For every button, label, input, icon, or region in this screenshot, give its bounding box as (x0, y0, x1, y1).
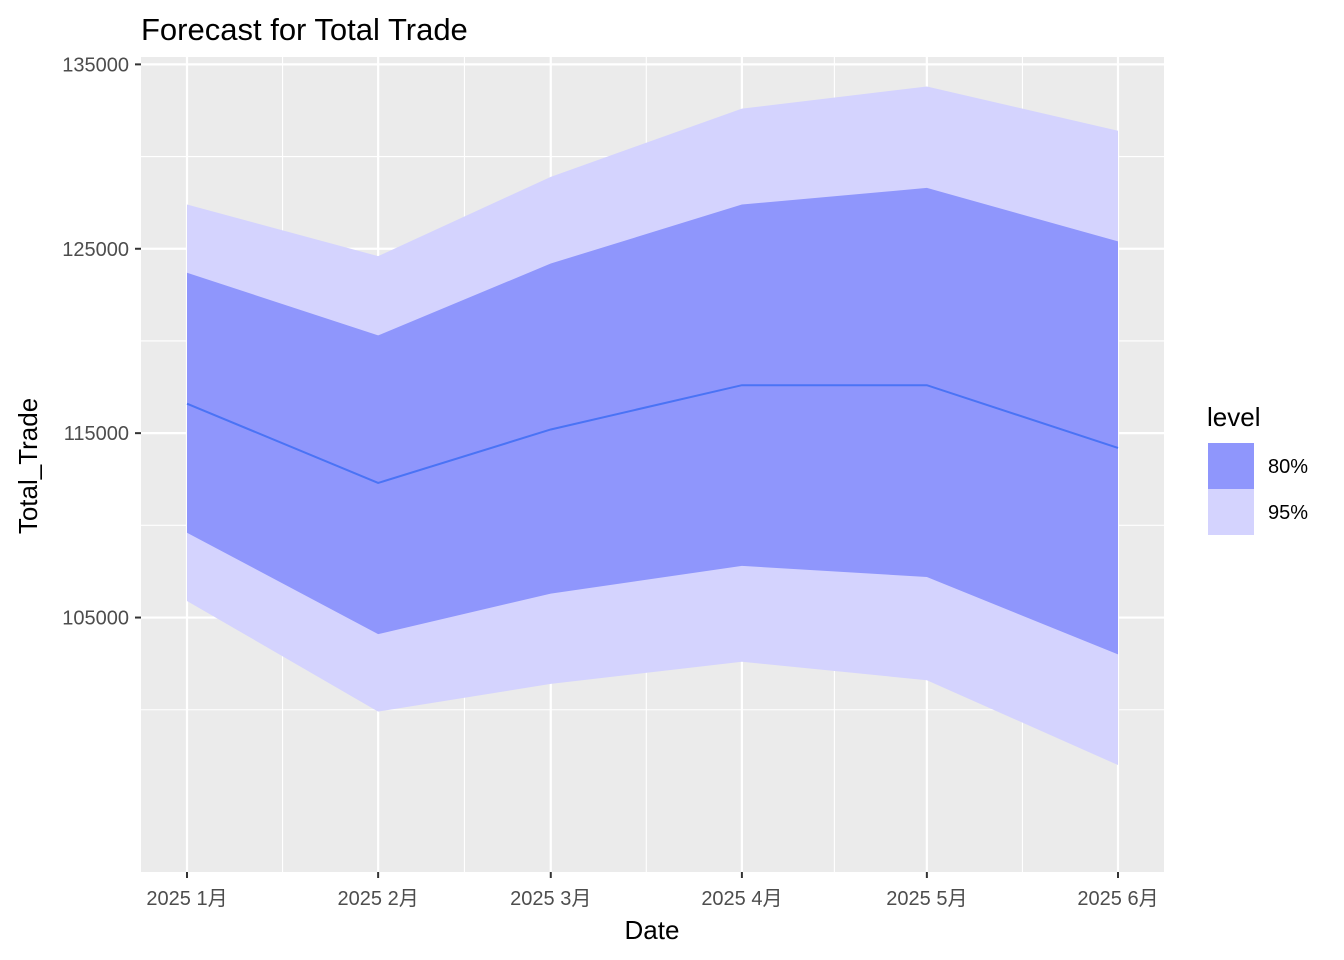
legend-title: level (1207, 402, 1260, 432)
x-tick-label: 2025 3月 (510, 888, 591, 910)
y-tick-label: 115000 (64, 423, 129, 445)
x-tick-label: 2025 6月 (1077, 888, 1158, 910)
x-axis-title: Date (625, 915, 680, 945)
legend-label-95: 95% (1268, 502, 1308, 524)
chart-title: Forecast for Total Trade (141, 12, 468, 47)
forecast-line (186, 384, 1119, 485)
y-tick-label: 125000 (62, 239, 129, 261)
x-axis: 2025 1月 2025 2月 2025 3月 2025 4月 2025 5月 2025 … (146, 872, 1159, 910)
legend-key-95 (1208, 489, 1254, 535)
bands (187, 86, 1118, 766)
y-tick-label: 105000 (62, 608, 129, 630)
legend-label-80: 80% (1268, 456, 1308, 478)
y-axis-title: Total_Trade (13, 398, 43, 534)
legend-key-80 (1208, 443, 1254, 489)
y-tick-label: 135000 (62, 54, 129, 76)
x-tick-label: 2025 5月 (886, 888, 967, 910)
x-tick-label: 2025 1月 (146, 888, 227, 910)
x-tick-label: 2025 2月 (338, 888, 419, 910)
x-tick-label: 2025 4月 (701, 888, 782, 910)
legend: level 80% 95% (1207, 402, 1308, 535)
y-axis: 105000 115000 125000 135000 (62, 54, 141, 630)
forecast-line-group (186, 384, 1119, 485)
band-80 (187, 187, 1118, 655)
